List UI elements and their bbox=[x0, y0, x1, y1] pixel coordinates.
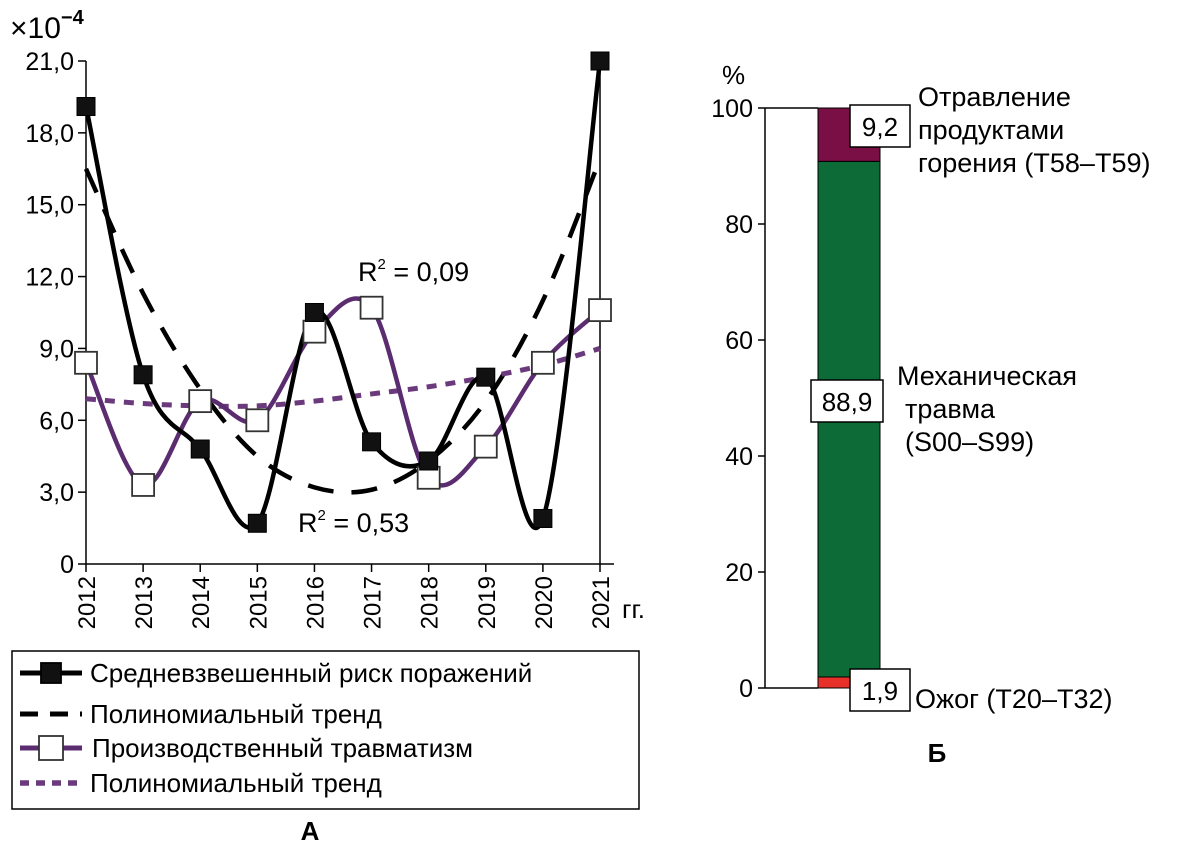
y-unit-label: % bbox=[722, 60, 745, 90]
bar-value-box-2 bbox=[849, 104, 911, 148]
x-tick-label: 2017 bbox=[360, 576, 387, 629]
bar-y-axis: 0 20 40 60 80 100 bbox=[711, 95, 818, 703]
bar-segment-label-2-2: горения (Т58–Т59) bbox=[918, 148, 1150, 178]
legend: Средневзвешенный риск поражений Полиномиа… bbox=[20, 658, 532, 798]
risk-point-2016 bbox=[304, 303, 324, 322]
bar-y-tick-label: 80 bbox=[725, 211, 753, 239]
risk-point-2017 bbox=[362, 432, 382, 452]
bar-segment-label-1-0: Механическая bbox=[897, 361, 1077, 391]
y-tick-label: 6,0 bbox=[39, 407, 74, 435]
x-tick-label: 2020 bbox=[531, 576, 558, 629]
bar-value-label-0: 1,9 bbox=[862, 676, 898, 706]
panel-label-a: А bbox=[301, 816, 320, 846]
y-tick-label: 18,0 bbox=[25, 120, 74, 148]
legend-marker-2 bbox=[38, 735, 64, 761]
injury-point-2019 bbox=[473, 434, 498, 459]
bar-value-label-2: 9,2 bbox=[862, 112, 898, 142]
x-axis-ticks: 2012 2013 2014 2015 2016 2017 2018 2019 2020 2021 bbox=[74, 564, 615, 629]
y-axis-ticks: 0 3,0 6,0 9,0 12,0 15,0 18,0 21,0 bbox=[25, 48, 614, 579]
stacked-bar: 1,9 Ожог (Т20–Т32) 88,9 Механическаятравма(… bbox=[810, 82, 1150, 714]
bar-y-tick-label: 60 bbox=[725, 327, 753, 355]
injury-point-2021 bbox=[588, 298, 612, 323]
y-tick-label: 15,0 bbox=[25, 192, 74, 220]
series-line-1 bbox=[83, 158, 603, 495]
injury-point-2017 bbox=[359, 295, 384, 320]
series-line-2 bbox=[83, 296, 602, 488]
annotation-r2-injury: R2 = 0,09 bbox=[358, 256, 469, 287]
x-tick-label: 2014 bbox=[188, 576, 215, 629]
y-multiplier: ×10−4 bbox=[10, 7, 85, 45]
x-tick-label: 2016 bbox=[302, 576, 329, 629]
annotation-r2-risk: R2 = 0,53 bbox=[298, 507, 409, 538]
y-tick-label: 9,0 bbox=[39, 335, 74, 363]
x-tick-label: 2012 bbox=[74, 576, 101, 629]
bar-chart-panel: % 0 20 40 60 80 100 1,9 Ожог (Т20–Т32) 88,9 Меха… bbox=[711, 60, 1150, 768]
risk-point-2021 bbox=[590, 51, 610, 71]
bar-y-tick-label: 20 bbox=[725, 559, 753, 587]
y-tick-label: 0 bbox=[60, 551, 74, 579]
series-line-3 bbox=[85, 346, 601, 409]
bar-segment-label-2-1: продуктами bbox=[918, 115, 1064, 145]
injury-point-2015 bbox=[245, 408, 270, 433]
y-tick-label: 21,0 bbox=[25, 48, 74, 76]
risk-point-2013 bbox=[133, 365, 153, 385]
bar-segment-label-0-0: Ожог (Т20–Т32) bbox=[915, 684, 1112, 714]
x-tick-label: 2021 bbox=[588, 576, 615, 629]
bar-value-box-1 bbox=[810, 379, 884, 423]
y-tick-label: 12,0 bbox=[25, 264, 74, 292]
legend-label-2: Производственный травматизм bbox=[92, 733, 473, 763]
bar-segment-label-1-2: (S00–S99) bbox=[905, 427, 1034, 457]
injury-point-2014 bbox=[188, 389, 213, 414]
series-line-0 bbox=[83, 60, 603, 531]
bar-y-tick-label: 100 bbox=[711, 95, 753, 123]
bar-segment-label-2-0: Отравление bbox=[918, 82, 1071, 112]
legend-label-1: Полиномиальный тренд bbox=[90, 699, 382, 729]
bar-value-label-1: 88,9 bbox=[822, 387, 873, 417]
bar-y-tick-label: 40 bbox=[725, 443, 753, 471]
risk-point-2014 bbox=[190, 439, 210, 459]
panel-label-b: Б bbox=[928, 738, 947, 768]
x-tick-label: 2019 bbox=[474, 576, 501, 629]
x-unit-label: гг. bbox=[622, 594, 645, 624]
bar-segment-label-1-1: травма bbox=[905, 394, 996, 424]
injury-point-2013 bbox=[131, 473, 156, 497]
y-tick-label: 3,0 bbox=[39, 479, 74, 507]
injury-point-2020 bbox=[530, 350, 555, 375]
legend-marker-0 bbox=[40, 662, 62, 684]
injury-point-2012 bbox=[74, 350, 98, 375]
x-tick-label: 2013 bbox=[131, 576, 158, 629]
risk-point-2020 bbox=[533, 508, 553, 528]
risk-point-2018 bbox=[419, 451, 439, 471]
legend-label-0: Средневзвешенный риск поражений bbox=[90, 658, 532, 688]
legend-box bbox=[11, 650, 640, 810]
line-chart-panel: ×10−4 03,06,09,012,015,018,021,0 2012 201… bbox=[10, 7, 645, 846]
bar-y-tick-label: 0 bbox=[739, 675, 753, 703]
risk-point-2015 bbox=[247, 513, 267, 533]
legend-label-3: Полиномиальный тренд bbox=[90, 768, 382, 798]
injury-point-2016 bbox=[302, 319, 327, 344]
series-group bbox=[74, 51, 612, 533]
risk-point-2012 bbox=[76, 97, 96, 117]
bar-value-box-0 bbox=[849, 668, 911, 712]
x-tick-label: 2015 bbox=[245, 576, 272, 629]
x-tick-label: 2018 bbox=[417, 576, 444, 629]
risk-point-2019 bbox=[476, 367, 496, 387]
